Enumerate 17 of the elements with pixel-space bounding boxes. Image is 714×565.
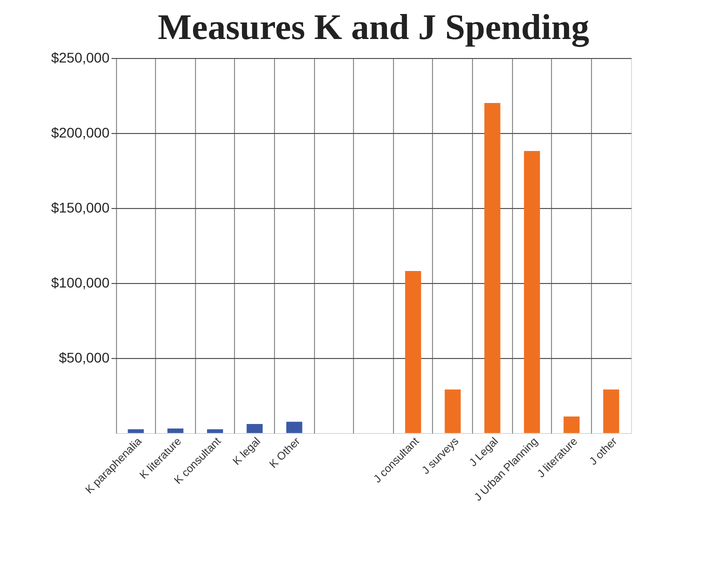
chart-title: Measures K and J Spending — [158, 7, 590, 47]
y-tick-label: $150,000 — [51, 200, 110, 216]
y-tick-label: $100,000 — [51, 274, 110, 290]
bar — [207, 429, 224, 433]
bar — [286, 422, 302, 433]
bar — [603, 390, 620, 433]
bar — [167, 428, 184, 433]
bar — [405, 271, 422, 433]
bar — [128, 429, 144, 433]
y-tick-label: $250,000 — [51, 50, 110, 66]
bar — [524, 151, 540, 433]
bar — [246, 424, 263, 433]
bar — [484, 103, 500, 433]
y-tick-label: $200,000 — [51, 124, 110, 140]
bar — [444, 390, 461, 433]
bar — [564, 416, 580, 433]
y-tick-label: $50,000 — [58, 350, 110, 366]
